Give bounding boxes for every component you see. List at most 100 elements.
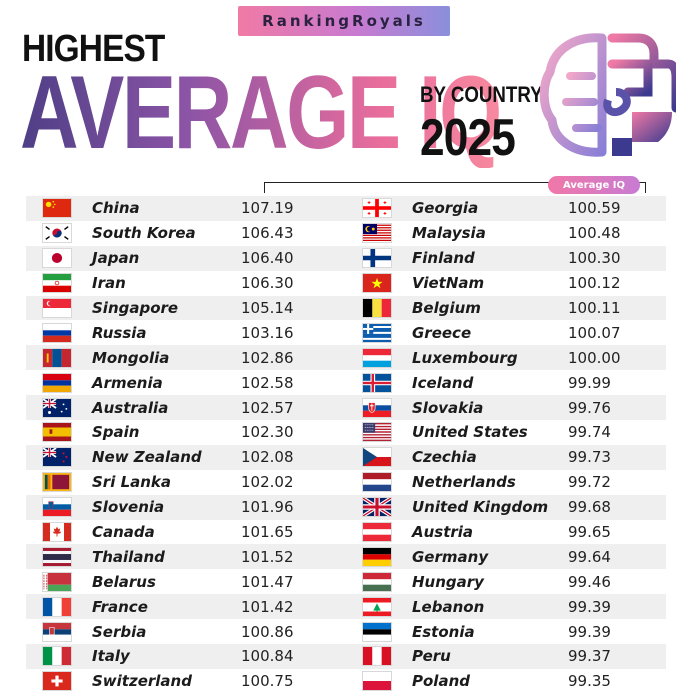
flag-kr-icon — [42, 223, 72, 244]
iq-value: 100.59 — [568, 199, 621, 218]
country-name: Austria — [412, 523, 474, 542]
iq-value: 101.42 — [241, 597, 294, 616]
flag-ge-icon — [362, 198, 392, 219]
flag-is-icon — [362, 372, 392, 393]
iq-value: 100.75 — [241, 672, 294, 691]
table-row-united-states: United States 99.74 — [346, 420, 666, 445]
country-name: Slovenia — [92, 498, 165, 517]
iq-value: 99.37 — [568, 647, 611, 666]
table-row-austria: Austria 99.65 — [346, 520, 666, 545]
iq-value: 99.46 — [568, 572, 611, 591]
iq-value: 99.64 — [568, 547, 611, 566]
table-row-france: France 101.42 — [26, 594, 346, 620]
table-row-belgium: Belgium 100.11 — [346, 295, 666, 321]
table-row-russia: Russia 103.16 — [26, 320, 346, 345]
iq-value: 100.84 — [241, 647, 294, 666]
flag-de-icon — [362, 546, 392, 567]
flag-hu-icon — [362, 571, 392, 592]
country-name: Malaysia — [412, 224, 486, 243]
flag-nz-icon — [42, 447, 72, 468]
iq-value: 99.72 — [568, 473, 611, 492]
table-row-poland: Poland 99.35 — [346, 669, 666, 694]
table-row-canada: Canada 101.65 — [26, 520, 346, 545]
iq-value: 100.48 — [568, 224, 621, 243]
table-row-finland: Finland 100.30 — [346, 245, 666, 271]
table-row-spain: Spain 102.30 — [26, 420, 346, 445]
table-row-estonia: Estonia 99.39 — [346, 619, 666, 644]
iq-value: 101.96 — [241, 498, 294, 517]
table-row-malaysia: Malaysia 100.48 — [346, 221, 666, 246]
flag-si-icon — [42, 497, 72, 518]
iq-value: 99.73 — [568, 448, 611, 467]
iq-value: 106.40 — [241, 249, 294, 268]
flag-my-icon — [362, 223, 392, 244]
flag-pe-icon — [362, 646, 392, 667]
table-row-czechia: Czechia 99.73 — [346, 444, 666, 470]
iq-value: 99.35 — [568, 672, 611, 691]
iq-value: 99.39 — [568, 597, 611, 616]
iq-value: 102.58 — [241, 373, 294, 392]
iq-value: 100.30 — [568, 249, 621, 268]
flag-fr-icon — [42, 596, 72, 617]
flag-ca-icon — [42, 522, 72, 543]
country-name: South Korea — [92, 224, 196, 243]
country-name: Belarus — [92, 572, 156, 591]
country-name: Belgium — [412, 299, 481, 317]
flag-it-icon — [42, 646, 72, 667]
table-row-slovenia: Slovenia 101.96 — [26, 494, 346, 520]
table-row-georgia: Georgia 100.59 — [346, 196, 666, 221]
flag-ch-icon — [42, 671, 72, 692]
flag-th-icon — [42, 546, 72, 567]
table-row-peru: Peru 99.37 — [346, 644, 666, 669]
flag-fi-icon — [362, 248, 392, 269]
country-name: United Kingdom — [412, 498, 549, 517]
flag-us-icon — [362, 422, 392, 443]
country-name: Greece — [412, 323, 472, 342]
table-row-thailand: Thailand 101.52 — [26, 544, 346, 570]
country-name: Peru — [412, 647, 451, 666]
iq-value: 99.74 — [568, 423, 611, 442]
iq-value: 100.86 — [241, 622, 294, 641]
flag-gb-icon — [362, 497, 392, 518]
iq-value: 99.65 — [568, 523, 611, 542]
iq-value: 102.08 — [241, 448, 294, 467]
flag-by-icon — [42, 571, 72, 592]
flag-es-icon — [42, 422, 72, 443]
table-row-singapore: Singapore 105.14 — [26, 295, 346, 321]
iq-value: 99.76 — [568, 398, 611, 417]
country-name: Thailand — [92, 547, 165, 566]
table-row-united-kingdom: United Kingdom 99.68 — [346, 494, 666, 520]
ranking-column-left: China 107.19 South Korea 106.43 Japan 106.40 I… — [26, 196, 346, 694]
table-row-serbia: Serbia 100.86 — [26, 619, 346, 644]
country-name: Lebanon — [412, 597, 485, 616]
flag-mn-icon — [42, 347, 72, 368]
flag-jp-icon — [42, 248, 72, 269]
table-row-germany: Germany 99.64 — [346, 544, 666, 570]
title-by-country: BY COUNTRY — [420, 82, 543, 107]
country-name: Netherlands — [412, 473, 516, 492]
iq-value: 106.30 — [241, 274, 294, 293]
average-iq-badge: Average IQ — [548, 176, 640, 194]
table-row-south-korea: South Korea 106.43 — [26, 221, 346, 246]
flag-pl-icon — [362, 671, 392, 692]
table-row-hungary: Hungary 99.46 — [346, 569, 666, 594]
title-average-iq: AVERAGE IQ — [20, 55, 502, 171]
country-name: Poland — [412, 672, 470, 691]
table-row-japan: Japan 106.40 — [26, 245, 346, 271]
ranking-column-right: Georgia 100.59 Malaysia 100.48 Finland 100.30… — [346, 196, 666, 694]
table-row-armenia: Armenia 102.58 — [26, 370, 346, 395]
country-name: Czechia — [412, 448, 477, 467]
table-row-slovakia: Slovakia 99.76 — [346, 395, 666, 421]
country-name: Mongolia — [92, 348, 170, 367]
title-highest: HIGHEST — [22, 28, 165, 70]
flag-gr-icon — [362, 322, 392, 343]
brand-banner: RankingRoyals — [238, 6, 450, 36]
table-row-vietnam: VietNam 100.12 — [346, 271, 666, 296]
header-bracket-line — [264, 182, 646, 193]
country-name: Singapore — [92, 299, 179, 317]
iq-value: 102.86 — [241, 348, 294, 367]
flag-rs-icon — [42, 621, 72, 642]
iq-value: 102.02 — [241, 473, 294, 492]
flag-at-icon — [362, 522, 392, 543]
country-name: VietNam — [412, 274, 485, 293]
